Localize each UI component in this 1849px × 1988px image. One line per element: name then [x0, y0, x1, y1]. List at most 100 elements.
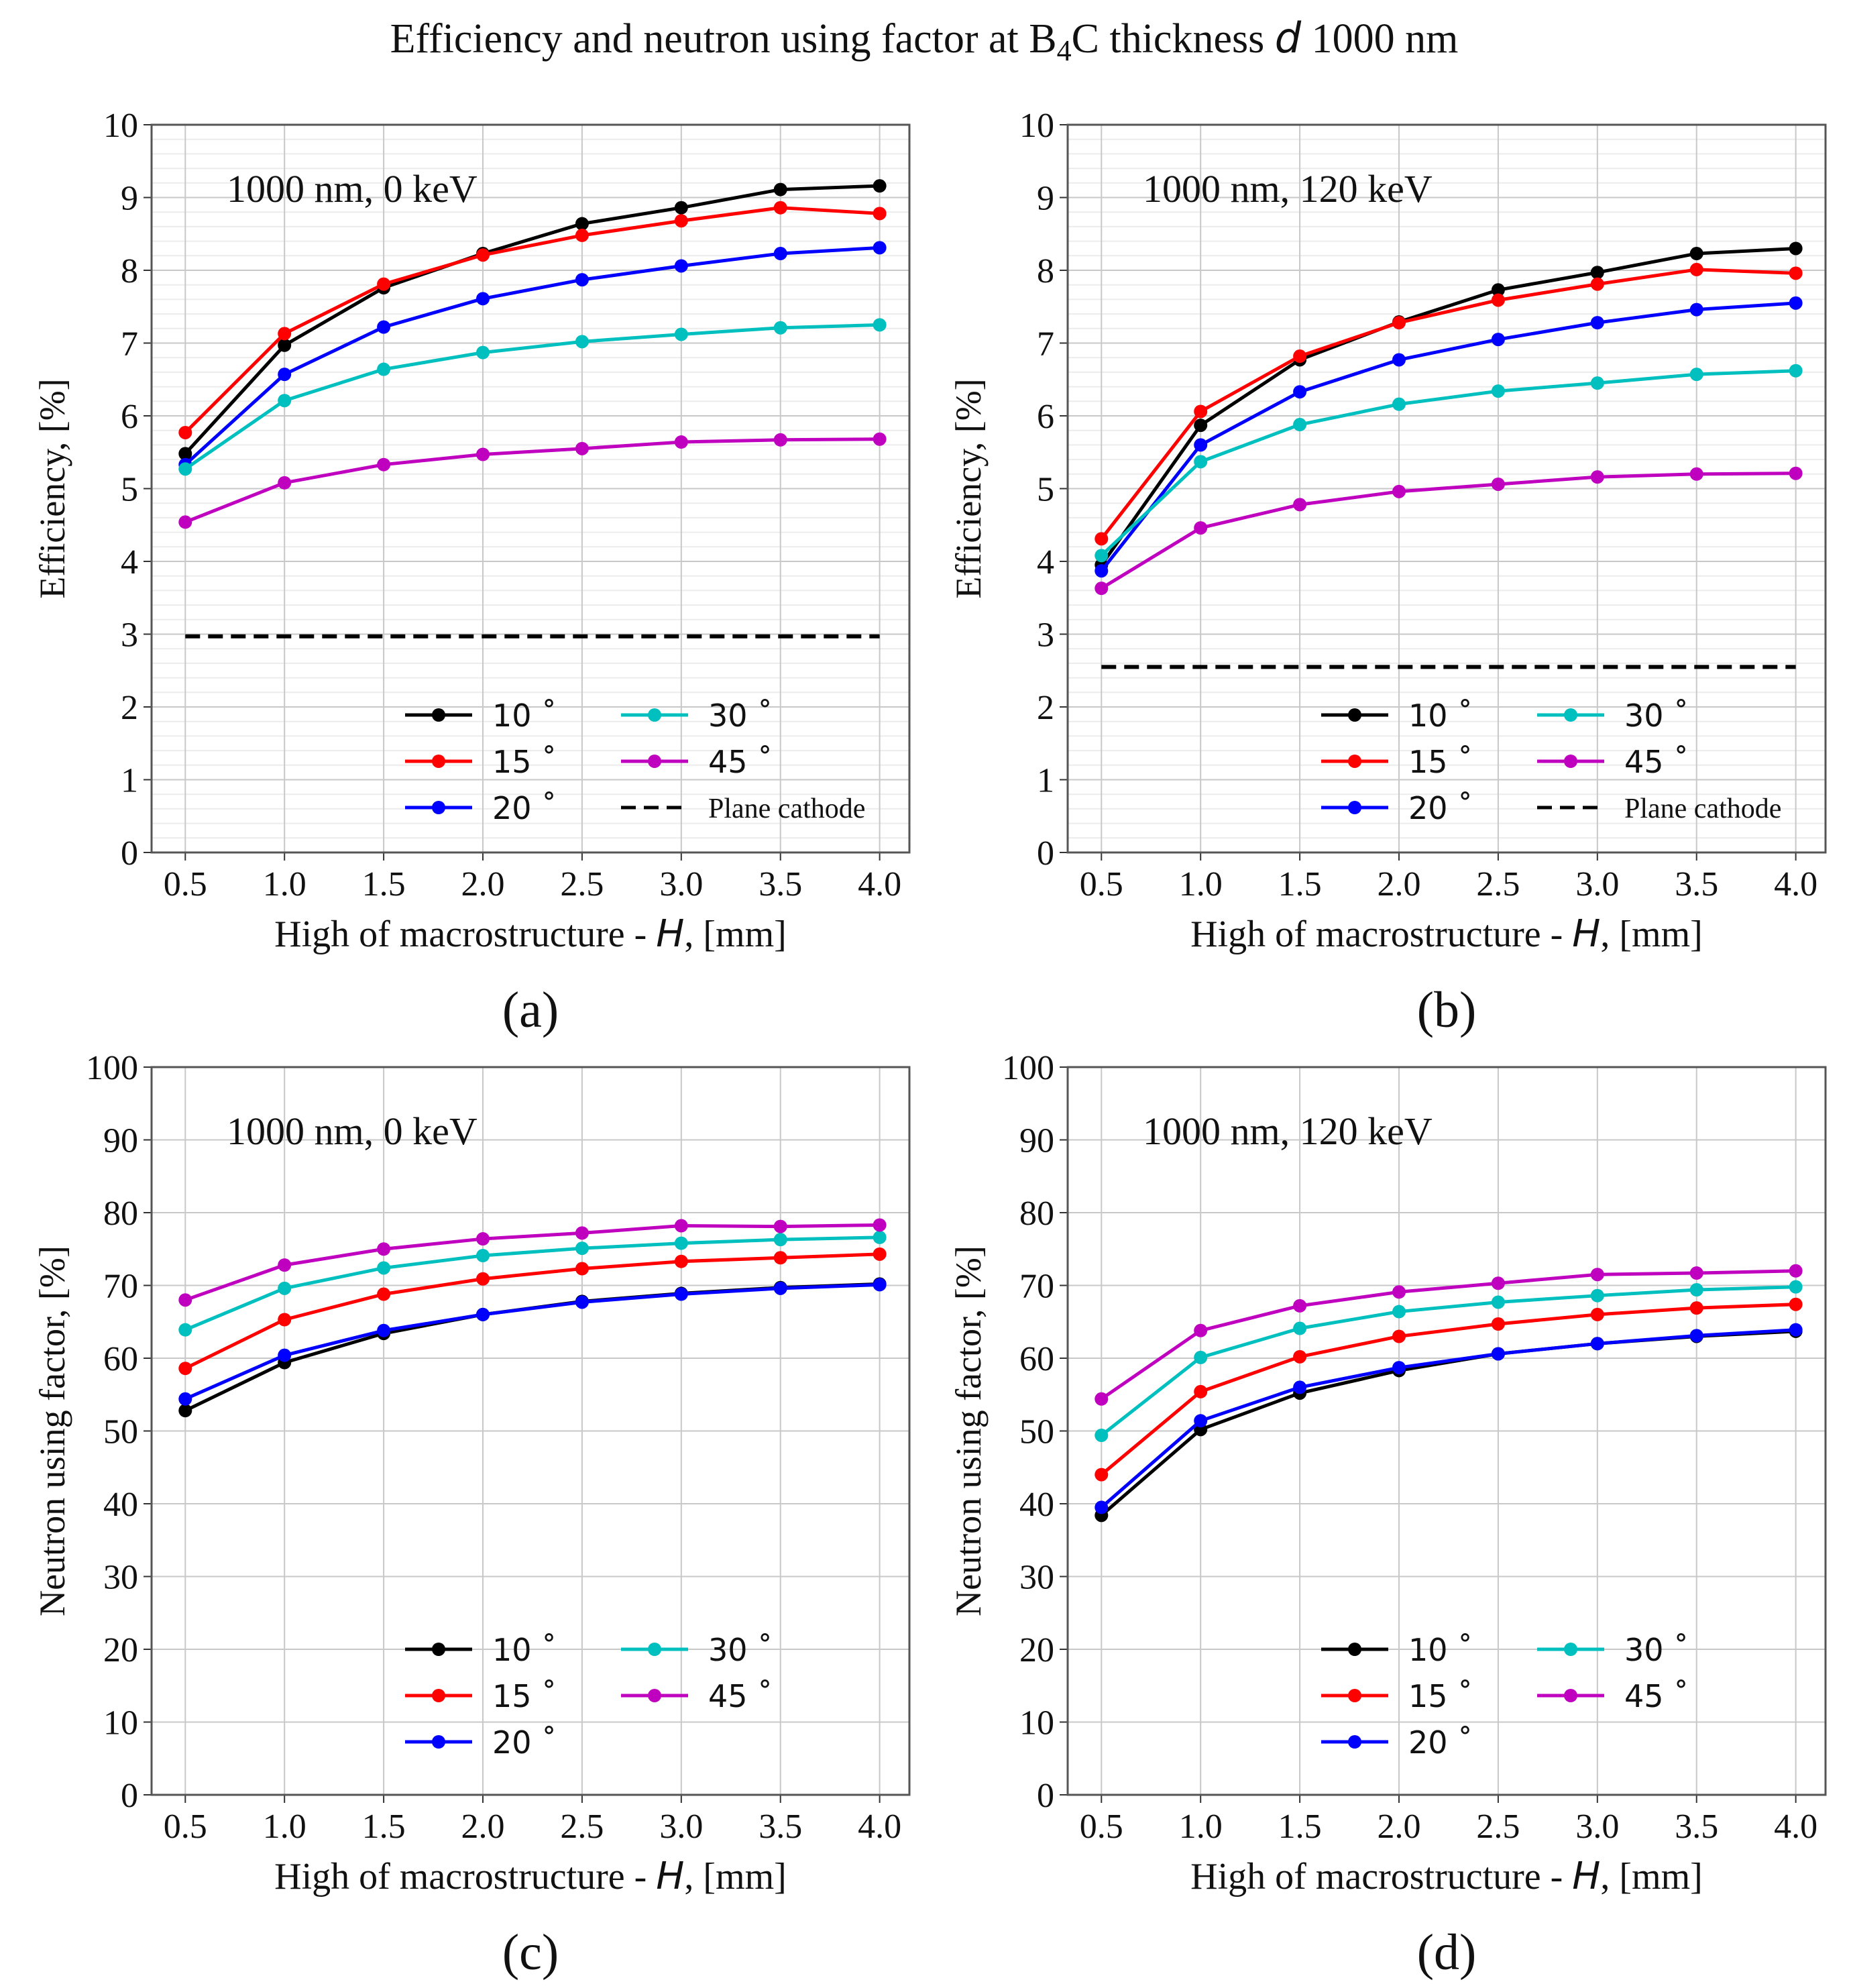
legend-marker: [432, 1735, 445, 1749]
data-point: [476, 345, 490, 360]
legend-marker: [1348, 1643, 1361, 1656]
legend-marker: [1348, 708, 1361, 722]
data-point: [1689, 1301, 1703, 1315]
data-point: [1095, 1429, 1109, 1443]
data-point: [873, 1247, 887, 1261]
data-point: [773, 1219, 787, 1233]
panel-label: (c): [502, 1924, 559, 1981]
legend-marker: [1348, 755, 1361, 768]
title-text: C thickness: [1072, 16, 1275, 62]
x-tick-label: 3.5: [1675, 1808, 1718, 1846]
series-line-10°: [1100, 246, 1796, 566]
panel-label: (a): [502, 982, 559, 1038]
data-point: [773, 182, 787, 197]
x-tick-label: 0.5: [164, 1808, 207, 1846]
data-point: [873, 1230, 887, 1244]
y-tick-label: 50: [1019, 1413, 1054, 1451]
legend-label: 30 ˚: [708, 1632, 773, 1668]
legend-label-plane-cathode: Plane cathode: [708, 793, 865, 824]
data-point: [1194, 1384, 1208, 1398]
legend-label: 30 ˚: [1624, 698, 1689, 734]
panel-label: (d): [1417, 1924, 1477, 1981]
data-point: [377, 1242, 391, 1256]
y-tick-label: 2: [1037, 689, 1054, 727]
y-tick-label: 10: [1019, 1704, 1054, 1743]
data-point: [178, 462, 192, 476]
x-axis-label-text: High of macrostructure -: [274, 914, 656, 955]
y-tick-label: 0: [121, 1777, 138, 1815]
data-point: [674, 201, 688, 215]
data-point: [575, 273, 589, 287]
legend-marker: [1348, 1689, 1361, 1702]
data-point: [575, 335, 589, 349]
x-tick-label: 2.0: [1378, 1808, 1421, 1846]
data-point: [1293, 1321, 1307, 1335]
legend-marker: [1564, 708, 1577, 722]
y-tick-label: 20: [103, 1631, 138, 1669]
data-point: [1095, 564, 1109, 578]
legend: 10 ˚ 15 ˚ 20 ˚ 30 ˚ 45 ˚: [1321, 1632, 1689, 1761]
data-point: [1392, 1305, 1406, 1319]
data-point: [476, 1232, 490, 1246]
series-line-20°: [1100, 301, 1796, 572]
data-point: [1095, 532, 1109, 546]
data-point: [1194, 438, 1208, 452]
x-tick-label: 4.0: [1774, 865, 1817, 903]
series-line-20°: [1100, 1328, 1796, 1509]
legend-marker: [1348, 1735, 1361, 1749]
data-point: [476, 447, 490, 461]
legend-label: 10 ˚: [492, 1632, 557, 1668]
data-point: [1789, 241, 1803, 256]
x-tick-label: 2.0: [461, 865, 505, 903]
data-point: [1491, 1347, 1505, 1361]
data-point: [575, 228, 589, 242]
annotation: 1000 nm, 120 keV: [1143, 1109, 1433, 1153]
data-point: [1789, 364, 1803, 378]
legend-label: 20 ˚: [1408, 790, 1473, 826]
data-point: [1590, 316, 1604, 330]
x-tick-label: 1.0: [263, 865, 306, 903]
data-point: [575, 1295, 589, 1309]
legend-label: 10 ˚: [1408, 698, 1473, 734]
legend-label: 20 ˚: [492, 790, 557, 826]
legend-label: 10 ˚: [1408, 1632, 1473, 1668]
y-tick-label: 9: [121, 180, 138, 218]
x-tick-label: 4.0: [1774, 1808, 1817, 1846]
y-tick-label: 2: [121, 689, 138, 727]
data-point: [1392, 1329, 1406, 1343]
data-point: [1392, 1285, 1406, 1299]
y-tick-label: 80: [1019, 1195, 1054, 1233]
y-axis-label: Neutron using factor, [%]: [948, 1246, 989, 1616]
data-point: [1293, 349, 1307, 364]
data-point: [1491, 1276, 1505, 1290]
x-tick-label: 2.5: [1476, 1808, 1520, 1846]
data-point: [674, 214, 688, 228]
x-tick-label: 3.0: [1575, 1808, 1619, 1846]
panel-d: 0 10 20 30 40 50 60 70 80 90 100 0.5 1.0 1.5 2.0 2.5 3.0…: [948, 1049, 1827, 1981]
series-line-45°: [184, 1223, 880, 1302]
data-point: [1194, 1323, 1208, 1337]
data-point: [377, 1261, 391, 1275]
y-tick-label: 90: [1019, 1122, 1054, 1160]
data-point: [278, 1281, 292, 1295]
data-point: [1194, 419, 1208, 433]
series-line-30°: [184, 1235, 880, 1331]
data-point: [773, 321, 787, 335]
legend: 10 ˚ 15 ˚ 20 ˚ 30 ˚ 45 ˚ Plane cathode: [405, 698, 865, 826]
annotation: 1000 nm, 0 keV: [227, 1109, 478, 1153]
data-point: [476, 1272, 490, 1286]
data-point: [1689, 1266, 1703, 1280]
series-line-45°: [1100, 472, 1796, 590]
data-point: [674, 1254, 688, 1268]
data-point: [773, 1281, 787, 1295]
data-point: [575, 217, 589, 231]
data-point: [278, 1348, 292, 1362]
x-tick-label: 1.5: [362, 865, 406, 903]
y-tick-label: 10: [103, 107, 138, 145]
y-tick-label: 40: [103, 1486, 138, 1524]
y-tick-label: 9: [1037, 180, 1054, 218]
data-point: [1789, 1323, 1803, 1337]
legend-label: 45 ˚: [708, 1678, 773, 1714]
y-tick-label: 5: [121, 471, 138, 509]
